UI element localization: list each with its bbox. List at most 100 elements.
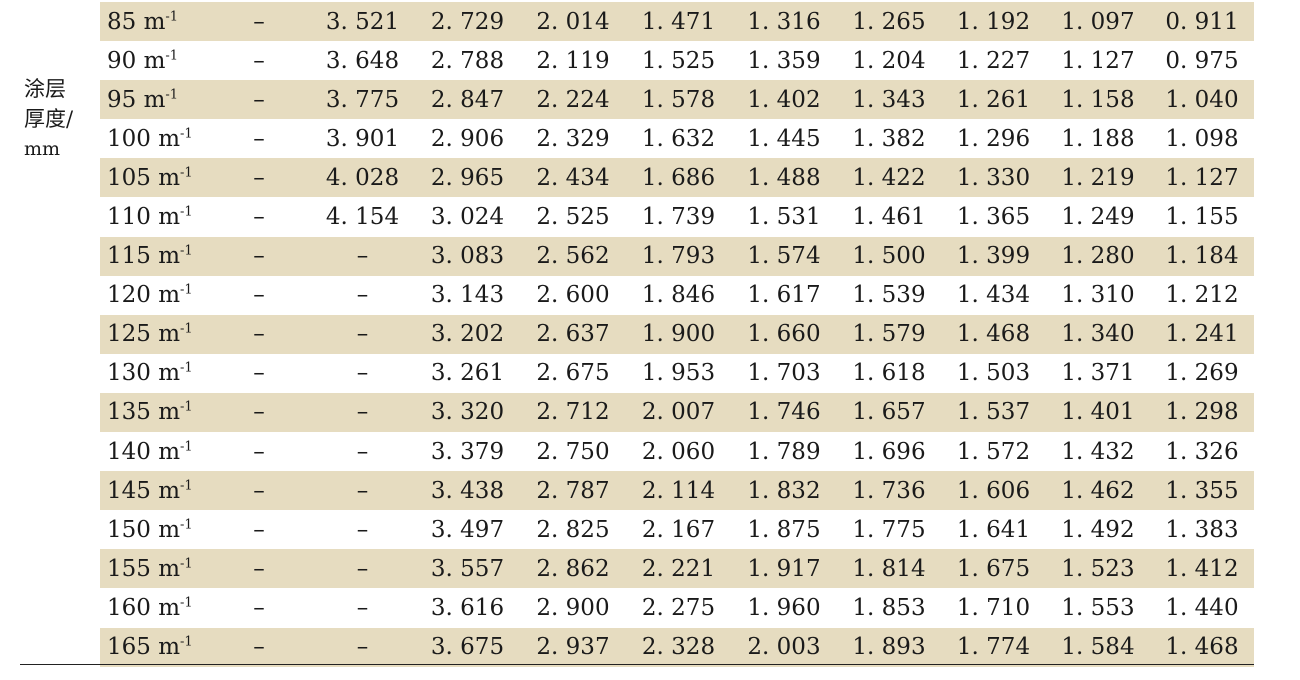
row-header-label: 125 m xyxy=(107,321,181,348)
table-row: 145 m-1– –3. 438 2. 787 2. 114 1. 832 1. 736 1… xyxy=(100,471,1254,511)
table-cell: 2. 787 xyxy=(520,471,626,511)
row-header-label: 110 m xyxy=(107,204,181,231)
row-header-label: 105 m xyxy=(107,164,181,191)
row-header-label: 150 m xyxy=(107,516,181,543)
table-cell: 3. 497 xyxy=(430,516,505,543)
table-cell: 1. 227 xyxy=(956,47,1031,74)
table-cell: 2. 729 xyxy=(415,2,520,42)
table-cell: 1. 296 xyxy=(956,125,1031,152)
row-header-exponent: -1 xyxy=(180,204,193,220)
bottom-rule xyxy=(20,664,1254,665)
table-cell: – xyxy=(310,627,415,667)
row-header-cell: 120 m-1 xyxy=(100,276,208,315)
table-cell: – xyxy=(208,236,310,276)
row-group-label: 涂层 厚度/ mm xyxy=(24,74,73,164)
table-cell: – xyxy=(208,549,310,589)
table-cell: 2. 825 xyxy=(536,516,610,543)
row-header-label: 100 m xyxy=(107,125,181,152)
table-cell: 1. 617 xyxy=(747,282,821,309)
row-header-exponent: -1 xyxy=(180,165,193,181)
table-cell: 3. 143 xyxy=(430,282,505,309)
table-cell: 1. 310 xyxy=(1061,282,1135,309)
table-cell: 1. 553 xyxy=(1061,594,1135,621)
table-cell: – xyxy=(310,314,415,354)
table-cell: 3. 775 xyxy=(310,80,415,120)
row-header-cell: 135 m-1 xyxy=(100,392,208,433)
table-cell: 1. 675 xyxy=(941,549,1046,589)
table-cell: – xyxy=(356,594,369,621)
row-header-cell: 125 m-1 xyxy=(100,314,208,354)
table-row: 150 m-1 – – 3. 497 2. 825 2. 167 1. 875 1. 775 1… xyxy=(100,510,1254,549)
table-cell: 1. 584 xyxy=(1046,627,1150,667)
table-row: 100 m-1 – 3. 901 2. 906 2. 329 1. 632 1. 445 1.… xyxy=(100,119,1254,158)
table-cell: – xyxy=(356,282,369,309)
table-body: 85 m-1–3. 521 2. 729 2. 014 1. 471 1. 316 1. … xyxy=(100,2,1254,667)
row-header-label: 130 m xyxy=(107,360,181,387)
table-cell: 1. 953 xyxy=(641,360,716,387)
table-cell: 1. 127 xyxy=(1150,158,1254,198)
table-cell: 1. 814 xyxy=(837,549,941,589)
table-cell: 1. 371 xyxy=(1061,360,1135,387)
table-cell: 1. 127 xyxy=(1061,47,1135,74)
table-cell: – xyxy=(356,360,369,387)
table-row: 140 m-1 – – 3. 379 2. 750 2. 060 1. 789 1. 696 1… xyxy=(100,432,1254,471)
table-cell: 1. 440 xyxy=(1165,594,1239,621)
table-cell: 1. 097 xyxy=(1046,2,1150,42)
table-cell: 1. 155 xyxy=(1165,204,1239,231)
table-cell: 3. 024 xyxy=(430,204,505,231)
table-cell: 2. 221 xyxy=(626,549,731,589)
table-cell: 2. 562 xyxy=(520,236,626,276)
row-header-label: 160 m xyxy=(107,594,181,621)
table-cell: 2. 224 xyxy=(520,80,626,120)
table-cell: – xyxy=(208,392,310,433)
table-row: 95 m-1–3. 775 2. 847 2. 224 1. 578 1. 402 1. … xyxy=(100,80,1254,120)
row-header-exponent: -1 xyxy=(180,634,193,650)
table-row: 90 m-1 – 3. 648 2. 788 2. 119 1. 525 1. 359 1. … xyxy=(100,41,1254,80)
table-cell: 1. 188 xyxy=(1061,125,1135,152)
row-header-exponent: -1 xyxy=(180,399,193,415)
table-cell: 1. 468 xyxy=(941,314,1046,354)
table-cell: 2. 003 xyxy=(731,627,837,667)
table-cell: 2. 114 xyxy=(626,471,731,511)
row-header-cell: 100 m-1 xyxy=(100,119,208,158)
table-row: 155 m-1– –3. 557 2. 862 2. 221 1. 917 1. 814 1… xyxy=(100,549,1254,589)
table-cell: 2. 007 xyxy=(626,392,731,433)
row-header-cell: 155 m-1 xyxy=(100,549,208,589)
table-cell: 1. 893 xyxy=(837,627,941,667)
table-cell: 3. 675 xyxy=(415,627,520,667)
table-cell: 4. 028 xyxy=(310,158,415,198)
table-row: 135 m-1– –3. 320 2. 712 2. 007 1. 746 1. 657 1… xyxy=(100,392,1254,433)
table-cell: 3. 438 xyxy=(415,471,520,511)
table-cell: 2. 965 xyxy=(415,158,520,198)
row-header-label: 135 m xyxy=(107,399,181,426)
table-cell: 2. 788 xyxy=(430,47,505,74)
table-cell: – xyxy=(208,80,310,120)
table-cell: 1. 960 xyxy=(747,594,821,621)
table-cell: 1. 832 xyxy=(731,471,837,511)
table-cell: 1. 365 xyxy=(956,204,1031,231)
data-table: 85 m-1–3. 521 2. 729 2. 014 1. 471 1. 316 1. … xyxy=(100,2,1254,667)
row-header-exponent: -1 xyxy=(180,282,193,298)
table-cell: 2. 328 xyxy=(626,627,731,667)
row-header-cell: 115 m-1 xyxy=(100,236,208,276)
row-header-exponent: -1 xyxy=(180,243,193,259)
row-header-exponent: -1 xyxy=(180,360,193,376)
table-cell: 1. 686 xyxy=(626,158,731,198)
table-cell: 2. 900 xyxy=(536,594,610,621)
table-cell: 2. 600 xyxy=(536,282,610,309)
row-header-exponent: -1 xyxy=(180,517,193,533)
table-cell: 1. 298 xyxy=(1150,392,1254,433)
table-cell: 1. 412 xyxy=(1150,549,1254,589)
table-cell: 1. 355 xyxy=(1150,471,1254,511)
table-cell: 3. 557 xyxy=(415,549,520,589)
row-header-label: 155 m xyxy=(107,555,181,582)
table-cell: 1. 098 xyxy=(1165,125,1239,152)
table-cell: 1. 774 xyxy=(941,627,1046,667)
table-cell: 1. 261 xyxy=(941,80,1046,120)
table-cell: 2. 275 xyxy=(641,594,716,621)
table-cell: – xyxy=(208,627,310,667)
table-cell: 1. 853 xyxy=(852,594,926,621)
table-cell: 1. 736 xyxy=(837,471,941,511)
table-cell: 1. 422 xyxy=(837,158,941,198)
table-cell: – xyxy=(253,594,265,621)
